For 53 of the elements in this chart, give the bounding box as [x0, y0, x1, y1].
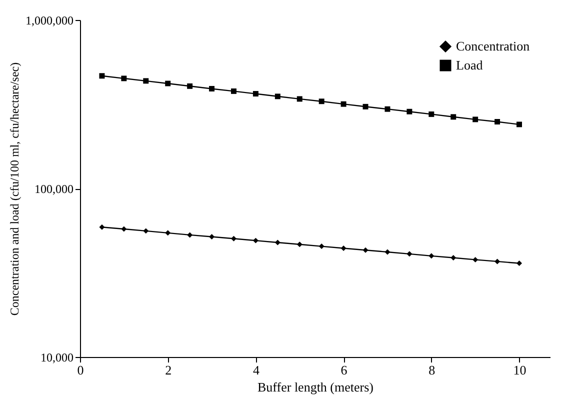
point	[472, 116, 478, 122]
y-tick-label: 10,000	[40, 350, 74, 364]
point	[428, 111, 434, 117]
y-tick-label: 100,000	[34, 182, 74, 196]
point	[252, 238, 258, 244]
point	[340, 246, 346, 251]
point	[99, 224, 105, 230]
point	[362, 247, 368, 253]
x-tick-label: 4	[252, 362, 260, 378]
point	[296, 96, 302, 102]
point	[209, 86, 215, 92]
x-axis-title: Buffer length (meters)	[258, 380, 374, 394]
point	[450, 114, 456, 120]
point	[274, 94, 280, 100]
point	[362, 104, 368, 110]
x-tick-label: 0	[77, 362, 84, 378]
point	[494, 258, 500, 264]
point	[428, 253, 434, 259]
point	[187, 83, 193, 89]
x-tick-label: 8	[428, 362, 436, 378]
point	[231, 88, 236, 94]
legend-label: Load	[456, 58, 484, 72]
point	[209, 234, 215, 240]
legend-label: Concentration	[456, 38, 530, 54]
point	[143, 78, 149, 84]
point	[143, 228, 149, 234]
x-tick-label: 10	[513, 362, 526, 378]
point	[165, 80, 171, 86]
point	[187, 232, 193, 238]
point	[384, 249, 390, 255]
y-tick-label: 1,000,000	[26, 14, 74, 28]
point	[121, 76, 127, 82]
point	[252, 91, 258, 96]
point	[99, 73, 105, 79]
point	[165, 230, 171, 236]
y-axis-title: Concentration and load (cfu/100 ml, cfu/hectare/sec)	[8, 62, 22, 316]
point	[516, 260, 522, 266]
point	[274, 240, 280, 246]
point	[340, 101, 346, 107]
x-tick-label: 6	[340, 362, 348, 378]
point	[318, 244, 324, 250]
point	[121, 226, 127, 232]
point	[516, 122, 522, 128]
point	[494, 119, 500, 124]
point	[231, 236, 236, 242]
x-tick-label: 2	[165, 362, 172, 378]
point	[318, 98, 324, 104]
point	[296, 242, 302, 248]
point	[384, 106, 390, 112]
point	[406, 251, 412, 257]
point	[472, 256, 478, 262]
point	[406, 108, 412, 114]
point	[450, 255, 456, 261]
